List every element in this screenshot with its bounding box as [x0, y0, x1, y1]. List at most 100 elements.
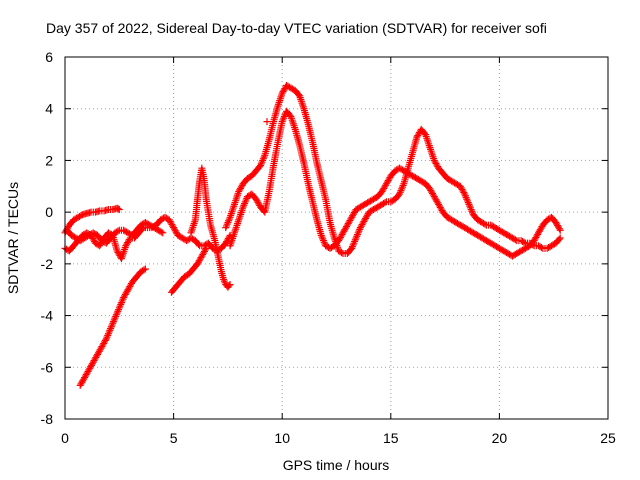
- plot-frame: [64, 56, 609, 420]
- data-point-arc7: [520, 238, 528, 246]
- data-point-arc7: [555, 235, 563, 243]
- data-point-arc7: [460, 188, 468, 196]
- data-point-arc7: [257, 160, 265, 168]
- x-tick-label: 15: [383, 430, 399, 446]
- data-point-arc7: [256, 162, 264, 170]
- data-point-arc7: [225, 215, 233, 223]
- data-point-arc7: [398, 185, 406, 193]
- data-point-arc8: [317, 231, 325, 239]
- data-point-arc4: [106, 326, 114, 334]
- data-point-arc4: [102, 335, 110, 343]
- data-point-arc5: [201, 246, 209, 254]
- data-point-arc4: [141, 265, 149, 273]
- y-tick-label: 2: [45, 152, 53, 168]
- data-point-arc3: [114, 227, 122, 235]
- y-tick-label: 0: [45, 204, 53, 220]
- data-point-arc4: [112, 312, 120, 320]
- data-point-arc6: [220, 275, 228, 283]
- data-point-arc4: [115, 306, 123, 314]
- data-point-arc7: [224, 218, 232, 226]
- data-point-arc8: [279, 116, 287, 124]
- data-point-arc8: [286, 111, 294, 119]
- data-point-arc1: [115, 206, 123, 214]
- data-point-arc4: [113, 309, 121, 317]
- data-point-arc7: [398, 183, 406, 191]
- x-tick-label: 20: [492, 430, 508, 446]
- data-point-arc8: [319, 235, 327, 243]
- data-point-arc9: [263, 118, 271, 126]
- data-point-arc7: [351, 236, 359, 244]
- data-point-arc4: [109, 319, 117, 327]
- data-marks: [61, 81, 564, 389]
- data-point-arc4: [115, 304, 123, 312]
- data-point-arc7: [225, 217, 233, 225]
- data-point-arc7: [396, 188, 404, 196]
- y-axis-label: SDTVAR / TECUs: [5, 182, 21, 294]
- data-point-arc7: [511, 236, 519, 244]
- data-point-arc7: [397, 187, 405, 195]
- data-point-arc4: [110, 316, 118, 324]
- data-point-arc4: [119, 295, 127, 303]
- data-point-arc7: [462, 193, 470, 201]
- x-tick-label: 5: [170, 430, 178, 446]
- data-point-arc8: [555, 225, 563, 233]
- data-point-arc7: [350, 239, 358, 247]
- data-point-arc7: [348, 244, 356, 252]
- data-point-arc7: [352, 234, 360, 242]
- data-point-arc7: [338, 249, 346, 257]
- data-point-arc6: [226, 281, 234, 289]
- data-point-arc7: [481, 220, 489, 228]
- data-point-arc8: [240, 201, 248, 209]
- data-point-arc7: [351, 237, 359, 245]
- y-tick-label: -2: [41, 256, 54, 272]
- data-point-arc4: [105, 328, 113, 336]
- data-point-arc4: [117, 300, 125, 308]
- data-point-arc7: [222, 224, 230, 232]
- data-point-arc3: [159, 229, 167, 237]
- data-point-arc7: [556, 234, 564, 242]
- data-point-arc4: [107, 323, 115, 331]
- data-point-arc4: [112, 311, 120, 319]
- data-point-arc4: [101, 336, 109, 344]
- data-point-arc7: [399, 181, 407, 189]
- data-point-arc8: [319, 237, 327, 245]
- data-point-arc4: [117, 299, 125, 307]
- chart-title: Day 357 of 2022, Sidereal Day-to-day VTE…: [46, 20, 547, 36]
- data-point-arc4: [116, 302, 124, 310]
- data-point-arc7: [259, 156, 267, 164]
- data-point-arc4: [118, 297, 126, 305]
- data-point-arc8: [239, 203, 247, 211]
- data-point-arc7: [420, 129, 428, 137]
- data-point-arc7: [395, 190, 403, 198]
- data-point-arc7: [223, 220, 231, 228]
- y-tick-label: -4: [41, 308, 54, 324]
- data-point-arc8: [242, 196, 250, 204]
- data-point-arc7: [461, 192, 469, 200]
- data-point-arc7: [465, 200, 473, 208]
- data-point-arc8: [280, 112, 288, 120]
- data-point-arc4: [114, 307, 122, 315]
- data-point-arc8: [278, 118, 286, 126]
- data-point-arc7: [349, 241, 357, 249]
- y-tick-label: 4: [45, 101, 53, 117]
- x-tick-label: 10: [274, 430, 290, 446]
- data-point-arc8: [556, 226, 564, 234]
- x-tick-label: 25: [600, 430, 616, 446]
- data-point-arc7: [468, 207, 476, 215]
- data-point-arc4: [104, 331, 112, 339]
- data-point-arc4: [140, 266, 148, 274]
- x-axis-label: GPS time / hours: [283, 457, 390, 473]
- data-point-arc7: [258, 158, 266, 166]
- data-point-arc7: [537, 243, 545, 251]
- data-point-arc4: [104, 330, 112, 338]
- data-point-arc7: [353, 231, 361, 239]
- data-point-arc2: [195, 240, 203, 248]
- data-point-arc7: [464, 197, 472, 205]
- data-point-arc7: [466, 202, 474, 210]
- data-point-arc7: [348, 243, 356, 251]
- data-point-arc7: [463, 195, 471, 203]
- data-point-arc1: [114, 205, 122, 213]
- data-point-arc7: [355, 227, 363, 235]
- data-point-arc4: [108, 321, 116, 329]
